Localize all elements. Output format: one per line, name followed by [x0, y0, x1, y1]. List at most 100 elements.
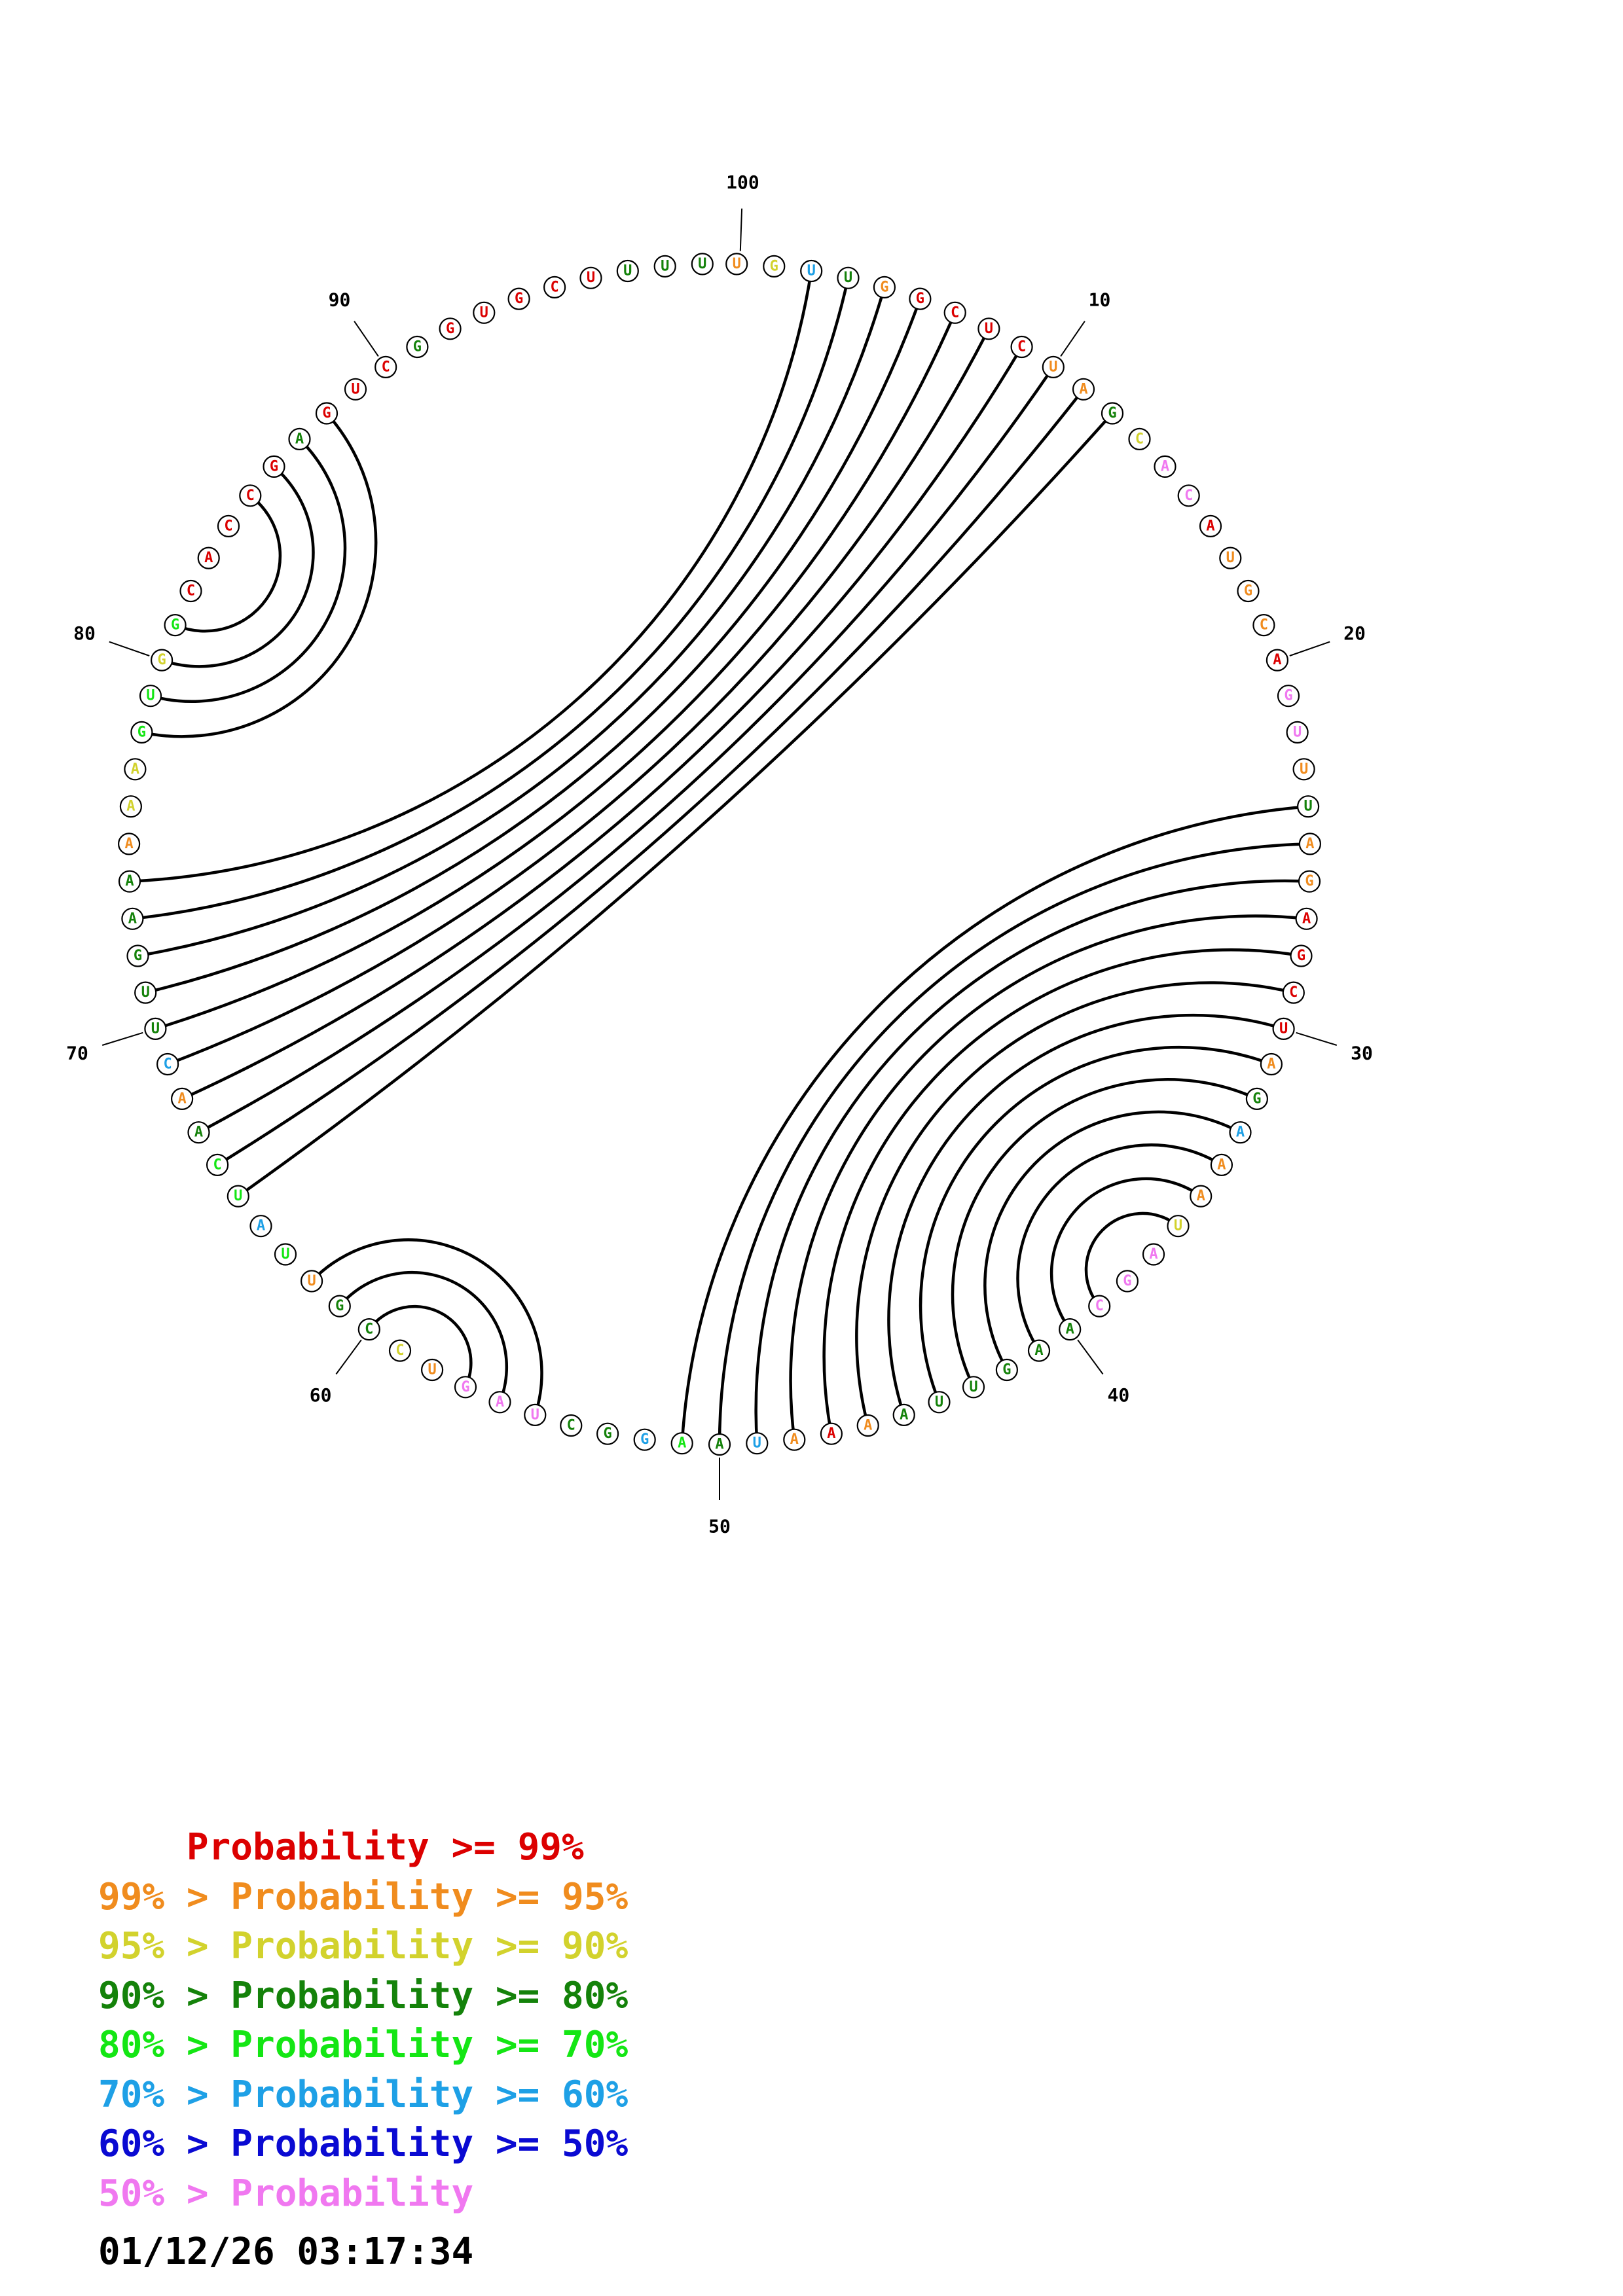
- tick-line-90: [354, 321, 379, 357]
- nucleotide-95: C: [543, 276, 566, 298]
- base-pair-arc-29-46: [855, 981, 1294, 1426]
- nucleotide-4: U: [837, 266, 860, 289]
- nucleotide-circle: [179, 579, 202, 603]
- nucleotide-letter: A: [194, 1124, 203, 1141]
- nucleotide-circle: [928, 1391, 951, 1414]
- nucleotide-circle: [1296, 795, 1320, 818]
- nucleotide-35: A: [1190, 1185, 1213, 1208]
- nucleotide-27: A: [1295, 907, 1318, 930]
- nucleotide-letter: U: [351, 381, 359, 397]
- nucleotide-77: A: [124, 758, 147, 781]
- nucleotide-15: C: [1177, 484, 1200, 507]
- nucleotide-letter: U: [1293, 724, 1302, 740]
- nucleotide-letter: C: [382, 359, 390, 375]
- nucleotide-63: U: [274, 1243, 297, 1266]
- nucleotide-letter: A: [496, 1394, 504, 1410]
- nucleotide-circle: [596, 1422, 619, 1445]
- nucleotide-1: U: [725, 253, 748, 276]
- nucleotide-circle: [171, 1087, 194, 1111]
- nucleotide-19: C: [1252, 613, 1275, 637]
- nucleotide-letter: G: [1002, 1362, 1011, 1378]
- nucleotide-90: C: [374, 355, 397, 379]
- nucleotide-letter: A: [1217, 1157, 1226, 1173]
- nucleotide-circle: [197, 547, 220, 569]
- nucleotide-circle: [691, 253, 714, 276]
- nucleotide-circle: [1027, 1339, 1051, 1362]
- nucleotide-letter: C: [246, 488, 255, 504]
- base-pair-arc-33-42: [983, 1110, 1241, 1371]
- nucleotide-circle: [239, 484, 262, 507]
- nucleotide-circle: [1298, 833, 1322, 855]
- nucleotide-3: U: [800, 259, 823, 283]
- nucleotide-letter: U: [281, 1246, 289, 1263]
- nucleotide-7: C: [943, 301, 966, 324]
- nucleotide-18: G: [1237, 579, 1260, 603]
- nucleotide-ring: U G U UGGCUCUAGCACAUGCAGUUUAGAGCUAGAAAUAGCA…: [118, 253, 1322, 1456]
- nucleotide-10: U: [1042, 355, 1065, 379]
- nucleotide-letter: G: [335, 1298, 344, 1314]
- nucleotide-circle: [206, 1153, 229, 1177]
- nucleotide-78: G: [130, 721, 153, 744]
- nucleotide-82: C: [179, 579, 202, 603]
- nucleotide-37: A: [1142, 1243, 1165, 1266]
- base-pair-arc-11-66: [216, 388, 1085, 1166]
- nucleotide-letter: U: [146, 688, 155, 704]
- nucleotide-94: G: [507, 287, 530, 310]
- nucleotide-circle: [249, 1215, 272, 1238]
- nucleotide-circle: [328, 1295, 351, 1318]
- nucleotide-circle: [134, 981, 157, 1004]
- nucleotide-56: A: [488, 1391, 511, 1414]
- nucleotide-circle: [156, 1052, 179, 1076]
- nucleotide-89: U: [344, 378, 367, 401]
- base-pair-arc-9-68: [181, 346, 1023, 1100]
- base-pair-arc-3-74: [129, 270, 813, 883]
- nucleotide-letter: G: [137, 724, 146, 740]
- nucleotide-25: A: [1298, 833, 1322, 855]
- nucleotide-letter: C: [224, 518, 232, 534]
- nucleotide-letter: C: [550, 279, 558, 295]
- nucleotide-circle: [820, 1422, 843, 1445]
- nucleotide-17: U: [1219, 547, 1242, 569]
- nucleotide-letter: U: [1300, 761, 1308, 778]
- nucleotide-circle: [1190, 1185, 1213, 1208]
- nucleotide-49: U: [746, 1432, 769, 1455]
- nucleotide-50: A: [708, 1433, 731, 1456]
- nucleotide-letter: G: [880, 279, 888, 295]
- nucleotide-circle: [1260, 1052, 1283, 1076]
- nucleotide-16: A: [1199, 514, 1222, 538]
- legend-row: 90% > Probability >= 80%: [98, 1974, 629, 2017]
- nucleotide-circle: [454, 1376, 477, 1399]
- nucleotide-20: A: [1266, 649, 1289, 672]
- nucleotide-letter: C: [1260, 617, 1268, 634]
- base-pair-arc-32-43: [951, 1078, 1258, 1388]
- nucleotide-circle: [439, 317, 462, 340]
- position-label-20: 20: [1343, 622, 1366, 644]
- position-label-70: 70: [66, 1042, 88, 1064]
- nucleotide-letter: C: [1095, 1298, 1104, 1314]
- nucleotide-54: C: [560, 1414, 583, 1437]
- nucleotide-letter: A: [131, 761, 139, 778]
- nucleotide-circle: [1237, 579, 1260, 603]
- nucleotide-98: U: [653, 255, 676, 278]
- nucleotide-30: U: [1272, 1017, 1295, 1041]
- nucleotide-circle: [633, 1428, 656, 1451]
- nucleotide-letter: A: [1161, 458, 1169, 475]
- nucleotide-letter: G: [446, 321, 454, 337]
- nucleotide-circle: [1266, 649, 1289, 672]
- nucleotide-circle: [357, 1318, 380, 1341]
- position-label-100: 100: [726, 171, 759, 193]
- nucleotide-letter: C: [1135, 431, 1144, 447]
- nucleotide-circle: [1277, 685, 1300, 708]
- nucleotide-letter: G: [1123, 1273, 1131, 1289]
- nucleotide-letter: G: [322, 405, 331, 422]
- nucleotide-92: G: [439, 317, 462, 340]
- nucleotide-circle: [977, 317, 1000, 340]
- base-pair-arc-35-40: [1049, 1177, 1202, 1331]
- nucleotide-letter: G: [157, 652, 166, 668]
- nucleotide-circle: [708, 1433, 731, 1456]
- nucleotide-letter: C: [951, 304, 959, 321]
- nucleotide-14: A: [1154, 455, 1176, 478]
- nucleotide-2: G: [763, 255, 786, 278]
- nucleotide-circle: [1154, 455, 1176, 478]
- nucleotide-circle: [1290, 944, 1313, 967]
